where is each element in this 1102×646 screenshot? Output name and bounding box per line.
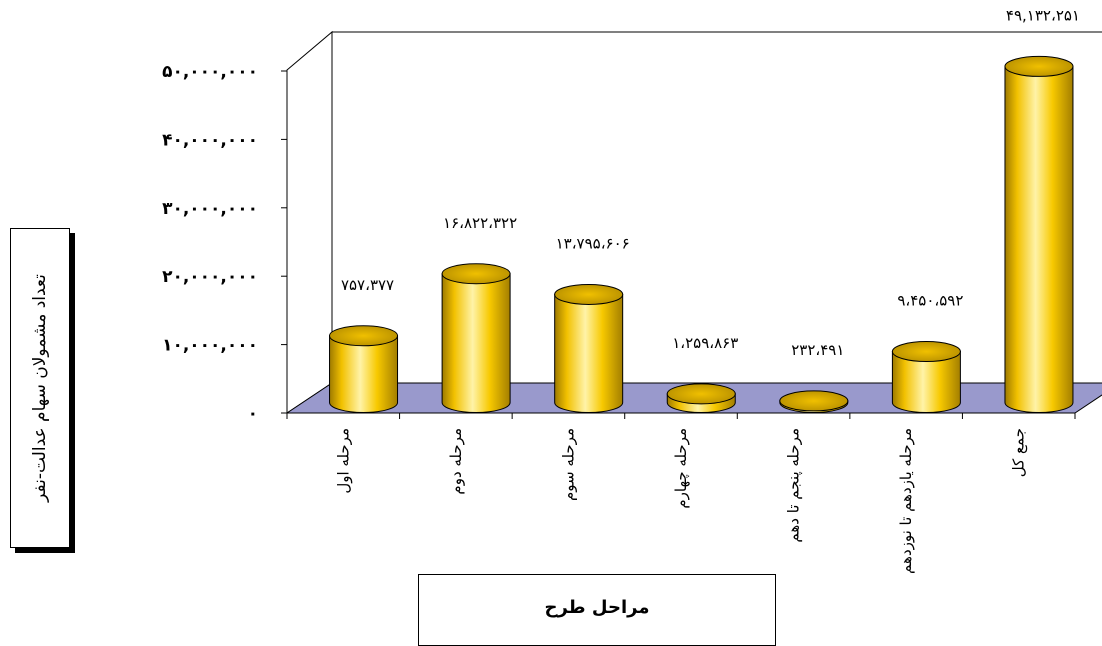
plot-walls — [286, 30, 1102, 414]
bar — [441, 263, 511, 413]
bars-group — [329, 55, 1074, 413]
data-label: ۲۳۲،۴۹۱ — [791, 341, 844, 359]
category-label: مرحله اول — [334, 428, 352, 494]
bar — [666, 383, 736, 413]
x-axis-title: مراحل طرح — [544, 597, 650, 618]
data-label: ۹،۴۵۰،۵۹۲ — [897, 292, 963, 310]
x-axis-ticks: مرحله اول مرحله دوم مرحله سوم مرحله چهارم مر… — [286, 413, 1076, 574]
y-tick-label: ۰ — [248, 404, 258, 424]
category-label: مرحله دوم — [447, 428, 465, 495]
bar-top — [779, 390, 849, 412]
y-tick-label: ۳۰,۰۰۰,۰۰۰ — [162, 199, 258, 219]
data-label: ۷۵۷،۳۷۷ — [341, 276, 394, 294]
bar — [779, 390, 849, 413]
side-wall — [286, 30, 333, 414]
y-tick-label: ۵۰,۰۰۰,۰۰۰ — [162, 62, 258, 82]
data-label: ۱۳،۷۹۵،۶۰۶ — [556, 234, 630, 252]
bar-body — [554, 293, 624, 413]
category-label: مرحله پنجم تا دهم — [785, 428, 804, 543]
data-label: ۱۶،۸۲۲،۳۲۲ — [443, 214, 517, 232]
y-axis-title-box: تعداد مشمولان سهام عدالت-نفر — [10, 228, 70, 548]
bar-body — [1004, 65, 1074, 413]
y-tick-label: ۴۰,۰۰۰,۰۰۰ — [162, 130, 258, 150]
y-tick-label: ۲۰,۰۰۰,۰۰۰ — [162, 267, 258, 287]
bar-top — [441, 263, 511, 285]
y-axis-ticks: ۰ ۱۰,۰۰۰,۰۰۰ ۲۰,۰۰۰,۰۰۰ ۳۰,۰۰۰,۰۰۰ ۴۰,۰۰۰,۰۰… — [162, 62, 288, 424]
y-axis-title: تعداد مشمولان سهام عدالت-نفر — [30, 274, 50, 502]
y-tick-label: ۱۰,۰۰۰,۰۰۰ — [162, 336, 258, 356]
bar-body — [891, 351, 961, 413]
data-labels: ۷۵۷،۳۷۷ ۱۶،۸۲۲،۳۲۲ ۱۳،۷۹۵،۶۰۶ ۱،۲۵۹،۸۶۳ ۲۳۲،… — [341, 6, 1080, 358]
bar-chart: ۰ ۱۰,۰۰۰,۰۰۰ ۲۰,۰۰۰,۰۰۰ ۳۰,۰۰۰,۰۰۰ ۴۰,۰۰۰,۰۰… — [162, 6, 1102, 574]
bar-body — [329, 335, 399, 413]
bar — [1004, 55, 1074, 413]
bar-top — [891, 341, 961, 363]
category-label: جمع کل — [1010, 428, 1028, 477]
bar-body — [441, 273, 511, 413]
bar — [329, 325, 399, 413]
data-label: ۴۹,۱۳۲،۲۵۱ — [1006, 6, 1080, 24]
category-label: مرحله چهارم — [672, 428, 690, 509]
x-axis-title-box: مراحل طرح — [418, 574, 776, 646]
category-label: مرحله یازدهم تا نوزدهم — [897, 428, 915, 574]
bar-top — [329, 325, 399, 347]
bar-top — [554, 283, 624, 305]
bar-top — [1004, 55, 1074, 77]
data-label: ۱،۲۵۹،۸۶۳ — [672, 334, 738, 352]
bar-top — [666, 383, 736, 405]
category-label: مرحله سوم — [559, 428, 577, 501]
bar — [891, 341, 961, 413]
bar — [554, 283, 624, 413]
